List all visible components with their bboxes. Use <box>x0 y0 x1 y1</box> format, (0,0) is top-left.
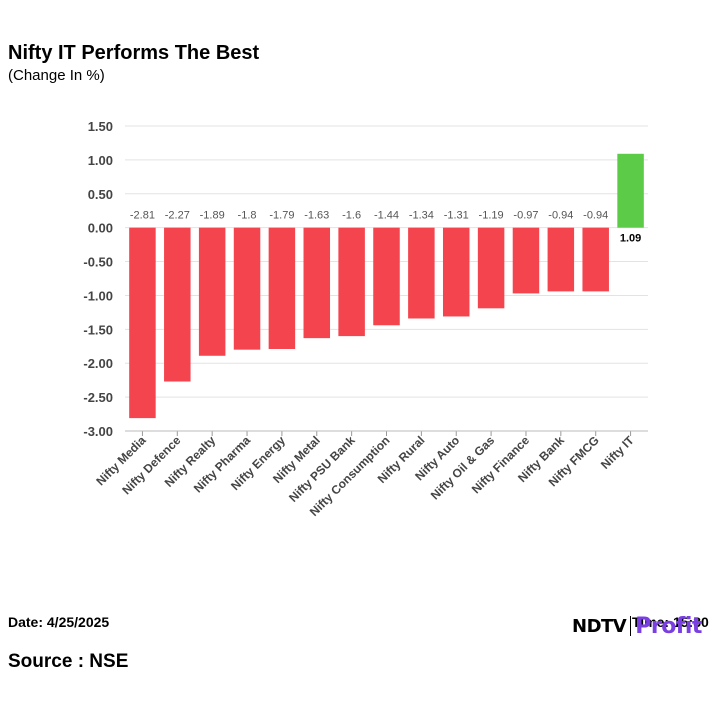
y-tick-label: -3.00 <box>83 424 113 439</box>
x-tick-label: Nifty IT <box>598 433 637 472</box>
bar <box>477 227 505 309</box>
bar <box>582 227 609 292</box>
bar <box>442 227 470 317</box>
chart-title: Nifty IT Performs The Best <box>8 42 260 64</box>
data-label: -2.27 <box>165 210 190 222</box>
data-label: -0.97 <box>513 210 538 222</box>
y-tick-label: -2.50 <box>83 390 113 405</box>
bar <box>268 227 296 349</box>
y-tick-label: -1.50 <box>83 322 113 337</box>
data-label: -1.31 <box>444 210 469 222</box>
logo-ndtv-text: NDTV <box>572 615 627 637</box>
data-label: -1.79 <box>269 210 294 222</box>
y-tick-label: -1.00 <box>83 288 113 303</box>
y-tick-label: 1.00 <box>88 153 113 168</box>
data-label: -1.6 <box>342 210 361 222</box>
logo-profit-text: Profit <box>635 613 702 639</box>
data-label: -1.34 <box>409 210 434 222</box>
bar <box>512 227 540 294</box>
bar <box>373 227 400 326</box>
bar-chart: 1.50 1.00 0.50 0.00 -0.50 -1.00 -1.50 -2.00 -2.5… <box>83 119 648 519</box>
bar <box>198 227 226 356</box>
data-label: -0.94 <box>548 210 573 222</box>
y-tick-label: -2.00 <box>83 356 113 371</box>
date-label: Date: 4/25/2025 <box>8 614 110 630</box>
time-label: Time: 15:30 <box>632 614 709 630</box>
bar-series <box>129 153 644 419</box>
bar <box>303 227 331 339</box>
bar <box>617 153 644 228</box>
ndtv-profit-logo: NDTV Profit <box>572 612 702 640</box>
data-label: -0.94 <box>583 210 608 222</box>
data-label: -1.63 <box>304 210 329 222</box>
bar <box>547 227 575 292</box>
bar <box>408 227 435 319</box>
y-tick-label: 1.50 <box>88 119 113 134</box>
bar <box>233 227 261 350</box>
y-axis: 1.50 1.00 0.50 0.00 -0.50 -1.00 -1.50 -2.00 -2.5… <box>83 119 113 439</box>
bar <box>164 227 191 382</box>
data-label: -1.19 <box>479 210 504 222</box>
logo-divider <box>630 616 632 636</box>
bar <box>129 227 156 419</box>
data-label: -1.44 <box>374 210 399 222</box>
y-tick-label: -0.50 <box>83 255 113 270</box>
data-label: 1.09 <box>620 233 641 245</box>
y-tick-label: 0.50 <box>88 187 113 202</box>
data-label: -2.81 <box>130 210 155 222</box>
source-label: Source : NSE <box>8 651 129 672</box>
y-tick-label: 0.00 <box>88 221 113 236</box>
data-labels: -2.81 -2.27 -1.89 -1.8 -1.79 -1.63 -1.6 -1.44 -1… <box>130 210 641 245</box>
chart-subtitle: (Change In %) <box>8 67 105 84</box>
data-label: -1.89 <box>200 210 225 222</box>
data-label: -1.8 <box>238 210 257 222</box>
bar <box>338 227 365 337</box>
